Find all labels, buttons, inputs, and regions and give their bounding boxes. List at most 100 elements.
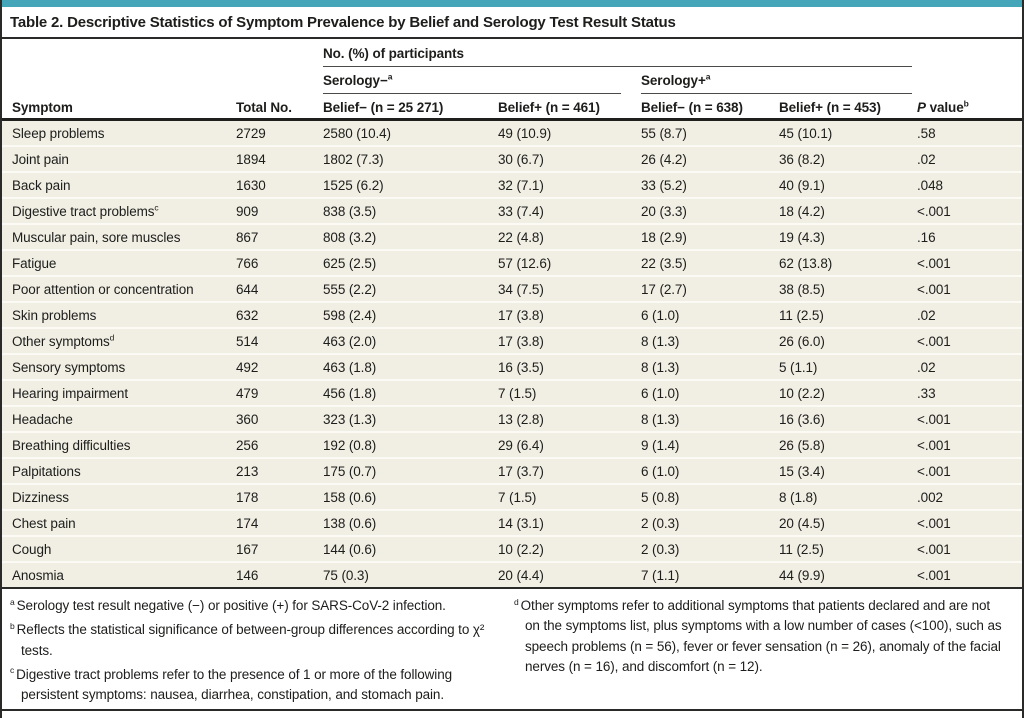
total-cell: 167 bbox=[230, 536, 320, 563]
value-cell: 34 (7.5) bbox=[495, 276, 638, 303]
total-cell: 256 bbox=[230, 432, 320, 459]
value-cell: 36 (8.2) bbox=[776, 146, 915, 173]
value-cell: 9 (1.4) bbox=[638, 432, 776, 459]
value-cell: 838 (3.5) bbox=[320, 198, 495, 225]
footnote-text: Digestive tract problems refer to the pr… bbox=[16, 666, 453, 702]
symptom-cell: Cough bbox=[2, 536, 230, 563]
p-value-cell: <.001 bbox=[914, 198, 1022, 225]
value-cell: 32 (7.1) bbox=[495, 172, 638, 199]
value-cell: 1525 (6.2) bbox=[320, 172, 495, 199]
p-value-cell: <.001 bbox=[914, 250, 1022, 277]
table-row: Other symptomsd 514 463 (2.0) 17 (3.8) 8 (1.… bbox=[2, 328, 1022, 355]
bottom-gap bbox=[2, 711, 1022, 718]
total-cell: 1630 bbox=[230, 172, 320, 199]
value-cell: 158 (0.6) bbox=[320, 484, 495, 511]
symptom-label: Fatigue bbox=[12, 255, 57, 271]
value-cell: 29 (6.4) bbox=[495, 432, 638, 459]
footnote-marker-d: d bbox=[109, 332, 115, 342]
value-cell: 6 (1.0) bbox=[638, 458, 776, 485]
symptom-label: Dizziness bbox=[12, 489, 69, 505]
value-cell: 10 (2.2) bbox=[495, 536, 638, 563]
group-header-label: No. (%) of participants bbox=[323, 46, 913, 67]
footnote-marker-c: c bbox=[10, 665, 15, 676]
table-row: Dizziness 178 158 (0.6) 7 (1.5) 5 (0.8) 8 (1.… bbox=[2, 484, 1022, 511]
value-cell: 2580 (10.4) bbox=[320, 119, 495, 147]
value-cell: 33 (7.4) bbox=[495, 198, 638, 225]
column-header-total: Total No. bbox=[230, 94, 320, 121]
value-cell: 14 (3.1) bbox=[495, 510, 638, 537]
p-value-italic: P bbox=[917, 100, 926, 115]
symptom-cell: Anosmia bbox=[2, 562, 230, 587]
table-row: Poor attention or concentration 644 555 (2… bbox=[2, 276, 1022, 303]
symptom-label: Poor attention or concentration bbox=[12, 281, 194, 297]
value-cell: 2 (0.3) bbox=[638, 536, 776, 563]
value-cell: 75 (0.3) bbox=[320, 562, 495, 587]
value-cell: 18 (4.2) bbox=[776, 198, 915, 225]
value-cell: 15 (3.4) bbox=[776, 458, 915, 485]
footnote-a: a Serology test result negative (−) or po… bbox=[10, 596, 496, 616]
footnote-marker-b: b bbox=[963, 98, 969, 109]
table-title: Table 2. Descriptive Statistics of Sympt… bbox=[10, 14, 676, 31]
value-cell: 20 (4.4) bbox=[495, 562, 638, 587]
value-cell: 26 (4.2) bbox=[638, 146, 776, 173]
footnote-text: Reflects the statistical significance of… bbox=[16, 622, 485, 658]
value-cell: 33 (5.2) bbox=[638, 172, 776, 199]
value-cell: 598 (2.4) bbox=[320, 302, 495, 329]
p-value-cell: <.001 bbox=[914, 276, 1022, 303]
value-cell: 625 (2.5) bbox=[320, 250, 495, 277]
value-cell: 555 (2.2) bbox=[320, 276, 495, 303]
column-header-sero-neg-belief-pos: Belief+ (n = 461) bbox=[495, 94, 638, 121]
total-cell: 2729 bbox=[230, 119, 320, 147]
symptom-cell: Muscular pain, sore muscles bbox=[2, 224, 230, 251]
serology-header-row: Serology−a Serology+a bbox=[2, 67, 1022, 94]
total-cell: 178 bbox=[230, 484, 320, 511]
column-header-symptom: Symptom bbox=[2, 94, 230, 121]
value-cell: 38 (8.5) bbox=[776, 276, 915, 303]
symptom-cell: Hearing impairment bbox=[2, 380, 230, 407]
group-header-spacer bbox=[914, 39, 1022, 67]
footnotes-left-column: a Serology test result negative (−) or po… bbox=[10, 596, 496, 709]
value-cell: 456 (1.8) bbox=[320, 380, 495, 407]
value-cell: 55 (8.7) bbox=[638, 119, 776, 147]
value-cell: 13 (2.8) bbox=[495, 406, 638, 433]
p-value-cell: <.001 bbox=[914, 510, 1022, 537]
symptom-label: Breathing difficulties bbox=[12, 437, 131, 453]
symptom-cell: Digestive tract problemsc bbox=[2, 198, 230, 225]
group-header-cell: No. (%) of participants bbox=[320, 39, 914, 67]
total-cell: 146 bbox=[230, 562, 320, 587]
p-value-cell: <.001 bbox=[914, 536, 1022, 563]
column-header-sero-neg-belief-neg: Belief− (n = 25 271) bbox=[320, 94, 495, 121]
table-row: Digestive tract problemsc 909 838 (3.5) 33 … bbox=[2, 198, 1022, 225]
symptom-cell: Fatigue bbox=[2, 250, 230, 277]
value-cell: 5 (0.8) bbox=[638, 484, 776, 511]
p-value-cell: .02 bbox=[914, 146, 1022, 173]
p-value-cell: .16 bbox=[914, 224, 1022, 251]
group-header-spacer bbox=[2, 39, 320, 67]
serology-negative-cell: Serology−a bbox=[320, 67, 638, 94]
serology-negative-label: Serology−a bbox=[323, 72, 621, 94]
serology-positive-label: Serology+a bbox=[641, 71, 913, 94]
total-cell: 213 bbox=[230, 458, 320, 485]
value-cell: 5 (1.1) bbox=[776, 354, 915, 381]
value-cell: 138 (0.6) bbox=[320, 510, 495, 537]
footnotes-right-column: d Other symptoms refer to additional symp… bbox=[514, 596, 1006, 709]
total-cell: 766 bbox=[230, 250, 320, 277]
symptom-label: Headache bbox=[12, 411, 73, 427]
value-cell: 11 (2.5) bbox=[776, 302, 915, 329]
symptom-label: Digestive tract problems bbox=[12, 203, 155, 219]
value-cell: 8 (1.3) bbox=[638, 354, 776, 381]
total-cell: 632 bbox=[230, 302, 320, 329]
symptom-cell: Palpitations bbox=[2, 458, 230, 485]
table-row: Cough 167 144 (0.6) 10 (2.2) 2 (0.3) 11 (2.5)… bbox=[2, 536, 1022, 563]
symptom-cell: Skin problems bbox=[2, 302, 230, 329]
value-cell: 17 (3.7) bbox=[495, 458, 638, 485]
value-cell: 175 (0.7) bbox=[320, 458, 495, 485]
symptom-cell: Other symptomsd bbox=[2, 328, 230, 355]
table-row: Joint pain 1894 1802 (7.3) 30 (6.7) 26 (4.2)… bbox=[2, 146, 1022, 173]
value-cell: 2 (0.3) bbox=[638, 510, 776, 537]
value-cell: 16 (3.5) bbox=[495, 354, 638, 381]
group-header-row: No. (%) of participants bbox=[2, 39, 1022, 67]
value-cell: 17 (3.8) bbox=[495, 328, 638, 355]
footnote-marker-a: a bbox=[705, 71, 711, 82]
value-cell: 19 (4.3) bbox=[776, 224, 915, 251]
